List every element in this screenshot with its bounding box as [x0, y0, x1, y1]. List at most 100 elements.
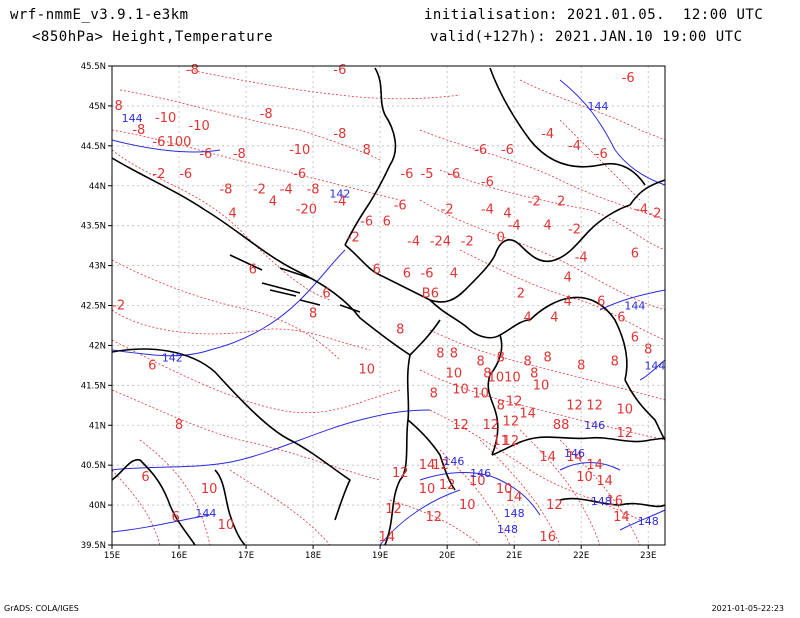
temperature-contour-label: 6 [631, 247, 639, 262]
x-tick-label: 16E [171, 551, 187, 561]
temperature-contour-label: 12 [503, 414, 520, 429]
height-contour-label: 144 [644, 359, 665, 372]
height-contour [111, 139, 221, 153]
border [487, 334, 503, 456]
temperature-contour-label: -10 [189, 119, 210, 134]
height-contour-label: 146 [470, 467, 491, 480]
temperature-contour-label: 6 [373, 263, 381, 278]
temperature-contour [439, 449, 511, 546]
x-tick-label: 18E [305, 551, 321, 561]
temperature-contour [519, 79, 666, 141]
temperature-contour [119, 89, 381, 161]
height-contour [379, 489, 461, 546]
y-tick-label: 43N [89, 262, 106, 272]
temperature-contour [479, 439, 561, 546]
temperature-contour-label: 14 [539, 450, 556, 465]
temperature-contour-label: -4 [541, 127, 554, 142]
y-tick-label: 42.5N [81, 302, 106, 312]
temperature-contour [419, 199, 666, 311]
temperature-contour-label: -4 [407, 235, 420, 250]
temperature-contour-label: 4 [564, 271, 572, 286]
height-contour-label: 146 [584, 419, 605, 432]
temperature-contour [559, 439, 641, 546]
temperature-contour-label: 8 [450, 346, 458, 361]
temperature-contour-label: 8 [115, 99, 123, 114]
coastline [111, 348, 351, 521]
temperature-contour-label: -6 [152, 135, 165, 150]
height-contour-label: 144 [587, 100, 608, 113]
height-contour-label: 148 [638, 515, 659, 528]
temperature-contour-label: -24 [430, 235, 451, 250]
temperature-contour-label: 8 [396, 322, 404, 337]
temperature-contour-label: 4 [269, 195, 277, 210]
temperature-contour-label: 8 [530, 366, 538, 381]
temperature-contour-label: 12 [482, 418, 499, 433]
temperature-contour-label: 4 [550, 310, 558, 325]
island [279, 267, 311, 279]
temperature-contour-label: 10 [446, 366, 463, 381]
coastline [111, 157, 411, 546]
border [491, 436, 666, 456]
height-contour [419, 472, 541, 516]
height-contour [111, 409, 431, 471]
temperature-contour-label: 6 [597, 295, 605, 310]
y-tick-label: 41.5N [81, 381, 106, 391]
temperature-contour-label: 8 [175, 418, 183, 433]
temperature-contour [419, 129, 666, 221]
height-contour-label: 148 [497, 523, 518, 536]
temperature-contour-label: 8 [477, 354, 485, 369]
height-contour-label: 142 [162, 351, 183, 364]
temperature-contour-label: -8 [186, 63, 199, 78]
temperature-contour-label: 12 [452, 418, 469, 433]
height-contour-label: 144 [624, 299, 645, 312]
model-title: wrf-nmmE_v3.9.1-e3km [10, 7, 189, 23]
height-contour [559, 462, 621, 471]
temperature-contour-label: 4 [523, 310, 531, 325]
temperature-contour-label: 2 [557, 195, 565, 210]
temperature-contour-label: -6 [179, 167, 192, 182]
temperature-contour-label: 14 [379, 530, 396, 545]
temperature-contour-label: -2 [461, 235, 474, 250]
y-tick-label: 44.5N [81, 142, 106, 152]
island [269, 289, 297, 297]
temperature-contour [111, 389, 381, 481]
y-tick-label: 41N [89, 421, 106, 431]
height-contours [111, 79, 666, 546]
temperature-contour-label: 8 [436, 346, 444, 361]
temperature-contour-label: 8 [309, 306, 317, 321]
island [339, 304, 361, 313]
temperature-contour [519, 429, 601, 546]
temperature-contour [139, 439, 211, 546]
temperature-contour-label: 10 [419, 482, 436, 497]
temperature-contour-label: 12 [566, 398, 583, 413]
height-contour-label: 146 [443, 455, 464, 468]
temperature-contour-label: 10 [218, 518, 235, 533]
temperature-contour-label: 10 [533, 378, 550, 393]
island [229, 254, 263, 271]
temperature-contour-label: 6 [148, 358, 156, 373]
axis-ticks: 15E 16E 17E 18E 19E 20E 21E 22E 23E 45.5N 45N 44.5N… [81, 62, 657, 561]
temperature-contour-label: 6 [631, 330, 639, 345]
temperature-contour [459, 249, 666, 341]
temperature-contour-label: -10 [289, 143, 310, 158]
temperature-contour-label: 8 [523, 354, 531, 369]
valid-time: valid(+127h): 2021.JAN.10 19:00 UTC [430, 29, 743, 45]
y-tick-label: 40.5N [81, 461, 106, 471]
temperature-contour-label: 12 [506, 394, 523, 409]
temperature-contour-label: 8 [363, 143, 371, 158]
temperature-contour-label: B6 [422, 287, 439, 302]
height-contour-label: 142 [329, 188, 350, 201]
temperature-contour-label: -2 [648, 207, 661, 222]
temperature-contour-label: 8 [611, 354, 619, 369]
temperature-contour [389, 499, 481, 546]
temperature-contour [559, 119, 641, 201]
border [407, 419, 456, 491]
temperature-contour-label: -8 [219, 183, 232, 198]
temperature-contour-label: -6 [400, 167, 413, 182]
temperature-contour-label: 10 [576, 470, 593, 485]
temperature-contour-label: 14 [586, 458, 603, 473]
y-tick-label: 42N [89, 341, 106, 351]
y-tick-label: 43.5N [81, 222, 106, 232]
border [529, 296, 628, 381]
